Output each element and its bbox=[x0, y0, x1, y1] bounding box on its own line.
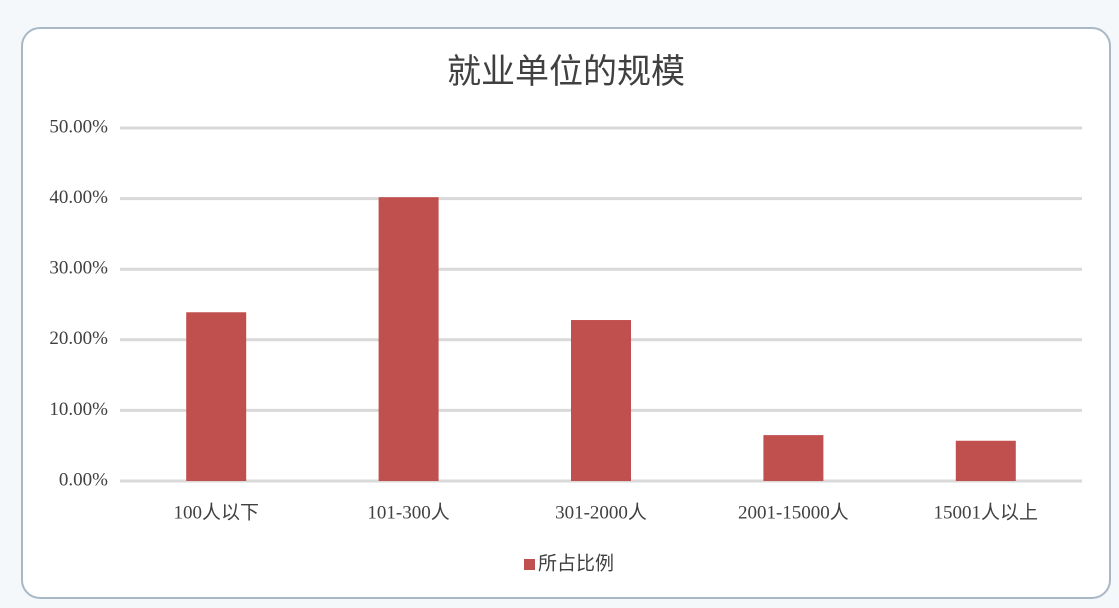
y-tick-label: 10.00% bbox=[49, 399, 108, 420]
y-tick-label: 0.00% bbox=[59, 469, 108, 490]
x-tick-label: 2001-15000人 bbox=[738, 501, 849, 523]
y-tick-label: 30.00% bbox=[49, 258, 108, 279]
bar bbox=[186, 312, 247, 481]
chart-title: 就业单位的规模 bbox=[447, 53, 685, 91]
y-tick-label: 40.00% bbox=[49, 187, 108, 208]
bar bbox=[571, 320, 631, 481]
y-tick-label: 20.00% bbox=[49, 328, 108, 349]
x-tick-label: 15001人以上 bbox=[934, 501, 1039, 523]
x-tick-label: 301-2000人 bbox=[555, 501, 647, 523]
bar bbox=[955, 440, 1016, 481]
y-tick-label: 50.00% bbox=[49, 116, 108, 137]
bar bbox=[763, 435, 824, 481]
legend-label: 所占比例 bbox=[538, 552, 614, 574]
chart-frame bbox=[21, 27, 1111, 599]
x-tick-label: 101-300人 bbox=[367, 501, 449, 523]
bar bbox=[378, 197, 439, 482]
legend-swatch bbox=[524, 559, 535, 570]
x-tick-label: 100人以下 bbox=[173, 501, 259, 523]
